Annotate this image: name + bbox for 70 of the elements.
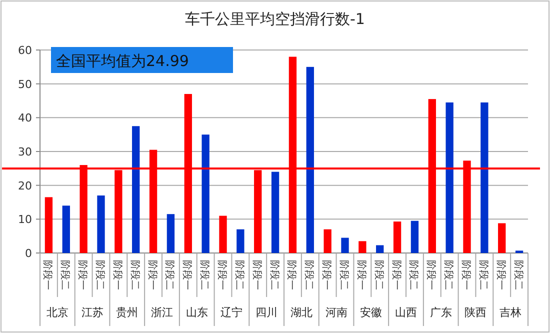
- y-tick-label: 40: [18, 112, 32, 125]
- text: 贵州: [116, 306, 138, 319]
- text: 湖北: [290, 306, 312, 319]
- y-tick-label: 10: [18, 213, 32, 226]
- bar: [236, 229, 244, 253]
- x-tick-label: 阶段二: [408, 260, 420, 290]
- x-tick-label: 阶段一: [146, 260, 158, 290]
- x-tick-label: 阶段一: [494, 260, 507, 290]
- y-tick-label: 20: [18, 179, 32, 192]
- y-tick-label: 60: [18, 44, 32, 57]
- x-tick-label: 阶段一: [390, 260, 402, 290]
- bar: [341, 238, 349, 253]
- x-tick-label: 阶段一: [111, 260, 124, 290]
- x-tick-label: 阶段一: [355, 260, 368, 290]
- bar: [271, 172, 280, 253]
- x-tick-label: 阶段二: [303, 260, 316, 290]
- bar: [324, 229, 332, 253]
- bar: [480, 102, 488, 253]
- bar: [97, 195, 105, 253]
- text: 安徽: [360, 306, 382, 319]
- x-tick-label: 阶段二: [338, 260, 350, 290]
- x-tick-label: 阶段二: [94, 260, 106, 290]
- bar: [446, 102, 454, 253]
- text: 辽宁: [220, 306, 243, 319]
- chart-title: 车千公里平均空挡滑行数-1: [185, 10, 365, 28]
- y-tick-label: 0: [25, 247, 32, 260]
- x-tick-label: 阶段一: [286, 260, 298, 290]
- x-tick-label: 阶段二: [59, 260, 72, 290]
- text: 江苏: [81, 306, 104, 319]
- x-tick-label: 阶段二: [477, 260, 490, 290]
- bar: [358, 241, 366, 253]
- x-tick-label: 阶段一: [42, 260, 54, 290]
- text: 山西: [395, 306, 417, 319]
- text: 四川: [256, 306, 278, 319]
- bar: [498, 223, 506, 253]
- text: 广东: [430, 306, 452, 319]
- x-tick-label: 阶段一: [460, 260, 472, 290]
- x-tick-label: 阶段一: [76, 260, 89, 290]
- bar: [393, 222, 402, 253]
- bar: [219, 216, 227, 253]
- bar: [166, 214, 175, 253]
- x-tick-label: 阶段一: [181, 260, 194, 290]
- x-tick-label: 阶段二: [512, 260, 524, 290]
- annotation: 全国平均值为24.99: [56, 52, 189, 70]
- text: 吉林: [500, 306, 522, 319]
- bar: [132, 126, 140, 253]
- x-tick-label: 阶段一: [250, 260, 263, 290]
- x-tick-label: 阶段二: [164, 260, 176, 290]
- bar: [410, 220, 419, 253]
- text: 北京: [46, 306, 68, 319]
- x-tick-label: 阶段一: [216, 260, 228, 290]
- text: 山东: [186, 306, 208, 319]
- bar: [306, 66, 314, 253]
- text: 河南: [325, 306, 348, 319]
- x-tick-label: 阶段二: [268, 260, 280, 290]
- x-tick-label: 阶段二: [372, 260, 385, 290]
- x-tick-label: 阶段二: [233, 260, 246, 290]
- x-tick-label: 阶段二: [128, 260, 141, 290]
- x-tick-label: 阶段二: [198, 260, 211, 290]
- text: 浙江: [151, 306, 173, 319]
- text: 陕西: [464, 306, 487, 319]
- bar: [202, 134, 210, 253]
- bar: [376, 245, 384, 253]
- x-tick-label: 阶段二: [442, 260, 455, 290]
- bar: [62, 206, 70, 253]
- y-tick-label: 50: [18, 78, 32, 91]
- x-tick-label: 阶段一: [425, 260, 438, 290]
- bar: [44, 197, 53, 253]
- x-tick-label: 阶段一: [320, 260, 333, 290]
- y-tick-label: 30: [18, 146, 32, 158]
